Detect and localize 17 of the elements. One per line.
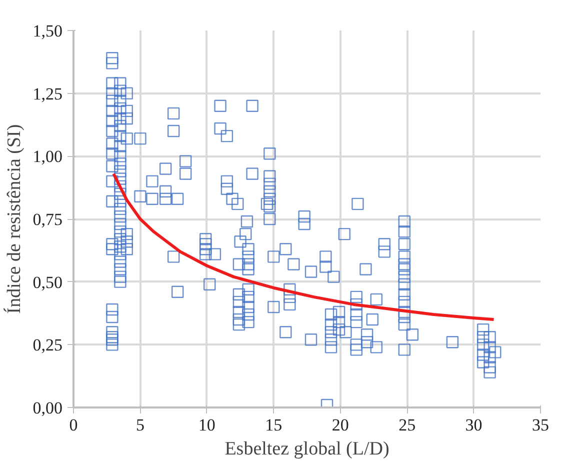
y-tick-label: 1,25 bbox=[32, 84, 62, 104]
x-tick-label: 5 bbox=[136, 416, 144, 434]
y-tick-label: 0,75 bbox=[32, 210, 62, 229]
x-tick-label: 15 bbox=[265, 416, 282, 434]
x-tick-label: 35 bbox=[532, 416, 549, 434]
x-tick-label: 10 bbox=[198, 416, 216, 434]
y-axis-title: Índice de resistência (SI) bbox=[2, 124, 25, 314]
x-tick-label: 0 bbox=[69, 416, 78, 434]
y-tick-label: 0,00 bbox=[32, 398, 62, 418]
x-tick-label: 30 bbox=[465, 416, 482, 434]
x-tick-label: 25 bbox=[398, 416, 416, 434]
x-tick-label: 20 bbox=[332, 416, 349, 434]
y-tick-label: 1,50 bbox=[32, 22, 62, 40]
y-tick-label: 0,25 bbox=[32, 336, 62, 355]
y-tick-label: 0,50 bbox=[32, 272, 62, 292]
y-tick-label: 1,00 bbox=[32, 147, 62, 166]
x-axis-title: Esbeltez global (L/D) bbox=[224, 438, 390, 460]
